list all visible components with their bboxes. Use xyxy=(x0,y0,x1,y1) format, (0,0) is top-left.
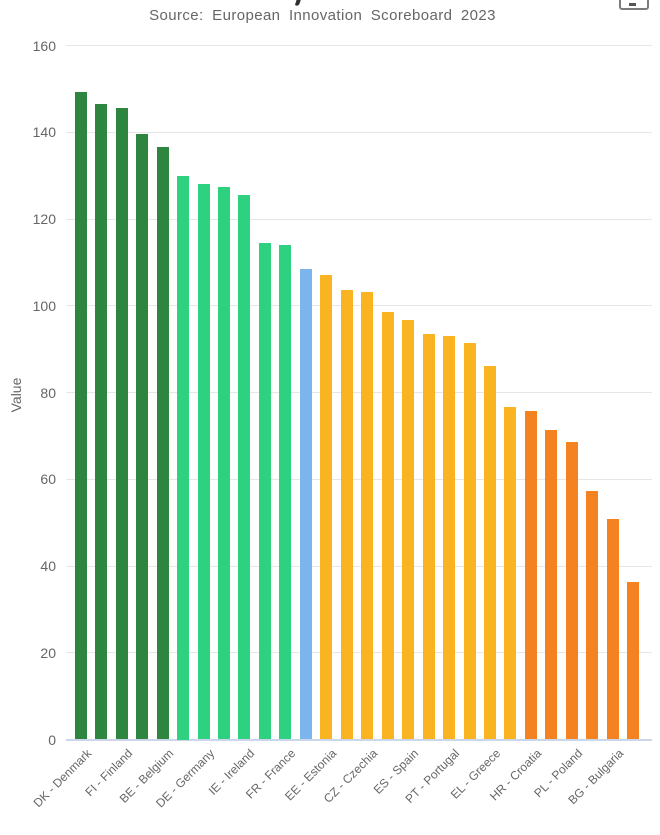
bar-7-de[interactable] xyxy=(197,183,210,740)
bar-15-cz[interactable] xyxy=(361,291,374,740)
bar-3-fi[interactable] xyxy=(115,107,128,740)
bar-27-bg[interactable] xyxy=(606,518,619,740)
x-tick-label-dk: DK - Denmark xyxy=(30,746,95,810)
bar-16[interactable] xyxy=(381,312,394,740)
y-tick-label-160: 160 xyxy=(32,37,56,54)
bar-26[interactable] xyxy=(586,490,599,740)
bar-9-ie[interactable] xyxy=(238,194,251,740)
y-tick-label-80: 80 xyxy=(40,384,56,401)
y-tick-label-40: 40 xyxy=(40,558,56,574)
bar-10[interactable] xyxy=(258,243,271,740)
y-tick-label-100: 100 xyxy=(32,297,56,314)
bar-25-pl[interactable] xyxy=(565,442,578,740)
bar-6[interactable] xyxy=(177,175,190,740)
y-tick-label-60: 60 xyxy=(40,471,56,488)
y-tick-label-140: 140 xyxy=(32,124,56,141)
bar-24[interactable] xyxy=(545,429,558,740)
bar-23-hr[interactable] xyxy=(524,410,537,740)
bar-28[interactable] xyxy=(627,582,640,740)
hamburger-menu-icon xyxy=(629,3,636,6)
chart-subtitle: Source: European Innovation Scoreboard 2… xyxy=(149,7,496,24)
bar-20[interactable] xyxy=(463,343,476,740)
bar-5-be[interactable] xyxy=(156,146,169,740)
x-axis-line xyxy=(66,739,652,741)
y-tick-label-120: 120 xyxy=(32,211,56,227)
gridline-20 xyxy=(66,652,652,654)
bar-8[interactable] xyxy=(218,186,231,740)
chart-context-menu-button[interactable] xyxy=(619,0,649,10)
y-tick-label-0: 0 xyxy=(48,731,56,748)
bar-19-pt[interactable] xyxy=(443,335,456,740)
y-tick-label-20: 20 xyxy=(40,644,56,661)
bar-13-ee[interactable] xyxy=(320,274,333,740)
bar-11-fr[interactable] xyxy=(279,245,292,740)
bar-2[interactable] xyxy=(95,104,108,740)
gridline-80 xyxy=(66,392,652,393)
gridline-140 xyxy=(66,131,652,133)
bar-4[interactable] xyxy=(136,133,149,740)
bar-1-dk[interactable] xyxy=(74,91,87,740)
gridline-60 xyxy=(66,478,652,480)
bar-22[interactable] xyxy=(504,407,517,740)
bar-14[interactable] xyxy=(340,290,353,740)
gridline-160 xyxy=(66,45,652,46)
gridline-100 xyxy=(66,305,652,307)
bar-21-el[interactable] xyxy=(484,365,496,740)
gridline-40 xyxy=(66,565,652,567)
gridline-120 xyxy=(66,218,652,220)
bar-17-es[interactable] xyxy=(402,319,415,740)
bar-18[interactable] xyxy=(422,334,435,740)
bar-12[interactable] xyxy=(299,268,312,740)
cropped-title-fragment xyxy=(294,0,302,7)
